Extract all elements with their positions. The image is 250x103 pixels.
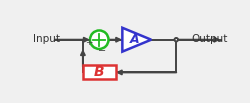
- Text: Output: Output: [192, 34, 228, 44]
- Circle shape: [90, 30, 108, 49]
- Circle shape: [174, 38, 178, 41]
- Bar: [83, 66, 116, 79]
- Text: Input: Input: [33, 34, 60, 44]
- Text: −: −: [98, 46, 106, 56]
- Text: A: A: [130, 33, 140, 46]
- Text: +: +: [85, 38, 93, 47]
- Text: B: B: [94, 65, 104, 79]
- Polygon shape: [122, 28, 151, 52]
